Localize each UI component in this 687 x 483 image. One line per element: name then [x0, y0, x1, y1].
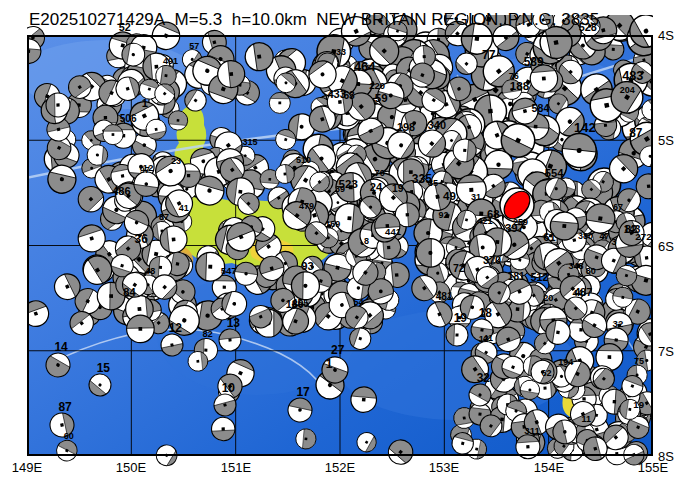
svg-text:70: 70: [375, 168, 385, 178]
svg-text:483: 483: [622, 69, 643, 83]
svg-text:510: 510: [296, 155, 311, 165]
svg-text:19: 19: [633, 399, 644, 410]
svg-text:188: 188: [510, 79, 530, 92]
svg-text:589: 589: [524, 55, 544, 69]
svg-text:87: 87: [58, 400, 72, 414]
svg-text:547: 547: [221, 265, 237, 276]
svg-text:63: 63: [343, 90, 355, 101]
svg-text:1: 1: [142, 97, 148, 109]
svg-text:82: 82: [202, 329, 212, 339]
svg-text:142: 142: [574, 120, 596, 135]
svg-text:384: 384: [618, 3, 636, 15]
svg-text:15: 15: [97, 361, 111, 375]
svg-text:31: 31: [471, 192, 481, 202]
svg-text:61: 61: [543, 231, 555, 243]
svg-text:32: 32: [477, 371, 491, 385]
svg-text:194: 194: [558, 357, 573, 367]
svg-text:23: 23: [171, 156, 181, 166]
svg-text:62: 62: [542, 368, 552, 378]
svg-text:18: 18: [479, 306, 493, 320]
svg-text:315: 315: [242, 137, 257, 147]
svg-text:491: 491: [163, 56, 178, 66]
svg-text:12: 12: [169, 321, 183, 335]
svg-text:441: 441: [385, 226, 402, 237]
svg-text:340: 340: [428, 119, 446, 131]
svg-text:11: 11: [582, 414, 592, 424]
svg-text:72: 72: [453, 262, 465, 274]
svg-text:20: 20: [543, 293, 553, 303]
svg-text:481: 481: [436, 291, 453, 302]
svg-text:87: 87: [159, 212, 169, 222]
svg-text:479: 479: [299, 201, 314, 211]
svg-text:584: 584: [532, 102, 550, 114]
svg-text:13: 13: [227, 316, 241, 330]
svg-text:272: 272: [635, 231, 652, 242]
svg-text:220: 220: [369, 80, 385, 91]
svg-text:486: 486: [112, 185, 131, 197]
svg-text:32: 32: [613, 318, 624, 329]
svg-text:259: 259: [513, 217, 528, 227]
svg-text:3: 3: [612, 237, 617, 247]
svg-text:49: 49: [443, 189, 456, 202]
svg-text:19: 19: [454, 311, 468, 325]
svg-text:54: 54: [353, 297, 363, 307]
svg-text:464: 464: [354, 59, 376, 74]
svg-text:13: 13: [479, 334, 489, 344]
svg-text:1: 1: [326, 357, 333, 371]
svg-text:92: 92: [439, 210, 449, 220]
svg-text:76: 76: [509, 71, 519, 81]
svg-text:84: 84: [123, 286, 136, 298]
svg-text:17: 17: [296, 385, 310, 399]
svg-text:35: 35: [428, 178, 438, 188]
svg-text:47: 47: [600, 231, 610, 241]
svg-text:554: 554: [545, 167, 564, 179]
svg-text:181: 181: [508, 271, 525, 282]
svg-text:41: 41: [179, 203, 189, 213]
svg-text:370: 370: [483, 254, 501, 266]
svg-text:24: 24: [370, 181, 383, 193]
svg-text:33: 33: [336, 47, 346, 57]
svg-text:348: 348: [569, 261, 584, 271]
svg-text:8: 8: [364, 236, 369, 246]
svg-text:59: 59: [375, 92, 388, 104]
svg-text:60: 60: [64, 431, 74, 441]
svg-text:57: 57: [189, 41, 199, 51]
svg-text:169: 169: [325, 219, 340, 229]
svg-text:19: 19: [392, 183, 404, 194]
svg-text:80: 80: [586, 266, 596, 276]
svg-text:10: 10: [222, 381, 236, 395]
svg-text:44: 44: [572, 288, 583, 298]
svg-text:75: 75: [634, 356, 644, 366]
svg-text:87: 87: [629, 126, 643, 140]
svg-text:523: 523: [339, 178, 358, 190]
svg-text:455: 455: [292, 298, 309, 309]
svg-text:512: 512: [531, 271, 549, 283]
svg-text:421: 421: [478, 216, 493, 226]
svg-text:12: 12: [143, 162, 154, 173]
svg-text:204: 204: [620, 85, 635, 95]
svg-text:77: 77: [482, 48, 496, 62]
svg-text:67: 67: [613, 202, 623, 212]
svg-text:506: 506: [120, 113, 137, 124]
svg-text:36: 36: [135, 232, 149, 246]
svg-text:311: 311: [524, 425, 540, 436]
svg-text:14: 14: [54, 340, 68, 354]
svg-text:93: 93: [301, 260, 313, 272]
svg-text:48: 48: [145, 266, 155, 276]
svg-text:198: 198: [397, 121, 415, 133]
svg-text:27: 27: [331, 343, 345, 357]
svg-text:380: 380: [578, 231, 593, 241]
